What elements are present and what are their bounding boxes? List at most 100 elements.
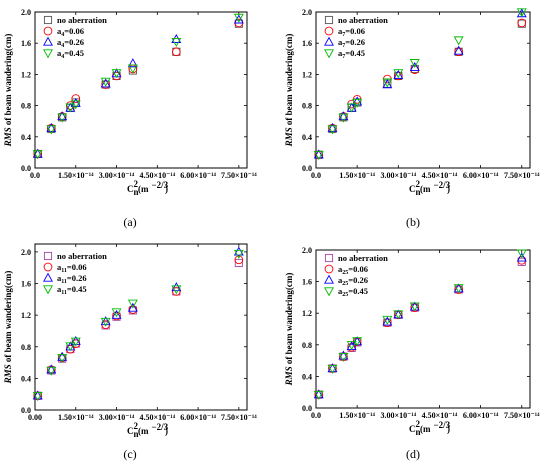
data-point [70, 337, 81, 347]
data-point [338, 353, 349, 362]
x-axis-label-sub: n [416, 187, 421, 197]
y-tick-label: 1.2 [21, 70, 31, 79]
x-axis-label: C 2n (m −2/3) [409, 179, 451, 197]
data-point [382, 79, 393, 89]
data-point [338, 111, 349, 121]
legend-label-base: a [338, 26, 343, 36]
legend-label-sub: 4 [61, 54, 64, 60]
x-tick-label: 6.00×10⁻¹⁴ [463, 411, 499, 420]
panel-caption: (c) [123, 447, 136, 461]
data-point [327, 125, 338, 135]
legend-label-base: a [57, 273, 62, 283]
x-tick-label: 0.0 [30, 171, 40, 180]
data-point [346, 103, 357, 113]
plot-frame [315, 249, 531, 409]
x-tick-label: 4.50×10⁻¹⁴ [140, 171, 176, 180]
x-tick-label: 0.0 [311, 171, 321, 180]
data-point [393, 71, 403, 81]
y-tick-label: 0.0 [21, 406, 31, 415]
y-tick-label: 1.6 [302, 278, 312, 287]
y-axis-label-text: of beam wandering(cm) [3, 271, 13, 365]
legend-label: a4=0.45 [57, 48, 84, 60]
data-point [111, 69, 122, 79]
legend-marker [43, 49, 53, 59]
data-point [234, 258, 243, 268]
x-tick-label: 3.00×10⁻¹⁴ [381, 171, 417, 180]
y-tick-label: 0.8 [302, 102, 312, 111]
y-tick-label: 1.2 [302, 70, 312, 79]
x-tick-label: 4.50×10⁻¹⁴ [422, 171, 458, 180]
legend-label-value: =0.45 [345, 48, 365, 58]
legend-label-value: =0.45 [348, 286, 368, 296]
y-axis-label-rms: RMS [3, 127, 13, 147]
data-point [32, 390, 43, 400]
legend-marker [324, 253, 334, 263]
panel-caption: (b) [406, 215, 420, 229]
data-point [409, 62, 420, 72]
y-tick-label: 0.0 [302, 164, 312, 173]
x-tick-label: 7.50×10⁻¹⁴ [504, 411, 540, 420]
data-point [454, 285, 464, 294]
x-tick-label: 7.50×10⁻¹⁴ [504, 171, 540, 180]
chart-panel-d: 0.0 1.50×10⁻¹⁴ 3.00×10⁻¹⁴ 4.50×10⁻¹⁴ 6.00×10… [284, 246, 540, 461]
y-tick-label: 0.8 [21, 102, 31, 111]
legend-label: no aberration [57, 251, 107, 261]
legend-label-value: =0.26 [345, 37, 365, 47]
legend-label: a11=0.45 [57, 284, 87, 296]
x-axis-label-unit: (m [420, 184, 431, 194]
data-point [70, 100, 81, 110]
legend-label-sub: 25 [342, 270, 348, 276]
data-point [454, 47, 464, 57]
data-point [127, 302, 138, 312]
x-axis-label-close: ) [165, 426, 168, 436]
data-point [128, 305, 138, 314]
legend-label: a7=0.45 [338, 48, 365, 60]
data-point [171, 285, 182, 295]
y-axis-label-rms: RMS [284, 366, 294, 386]
legend-label-base: a [57, 284, 62, 294]
data-point [71, 94, 81, 103]
data-point [234, 255, 244, 265]
plot-frame [34, 11, 248, 169]
chart-panel-c: 0.00 1.50×10⁻¹⁴ 3.00×10⁻¹⁴ 4.50×10⁻¹⁴ 6.00×1… [3, 243, 257, 461]
x-axis-label-unit-sup: −2/3 [434, 180, 451, 190]
data-point [338, 350, 349, 360]
y-tick-label: 2.0 [21, 8, 31, 17]
data-point [352, 96, 363, 106]
chart-panel-a: 0.0 1.50×10⁻¹⁴ 3.00×10⁻¹⁴ 4.50×10⁻¹⁴ 6.00×10… [3, 8, 257, 229]
legend-marker [43, 251, 53, 261]
x-axis-label-close: ) [447, 424, 450, 434]
data-point [127, 58, 138, 68]
data-point [338, 113, 349, 123]
legend-label: a11=0.26 [57, 273, 87, 285]
data-point [46, 366, 57, 376]
legend-label: a7=0.06 [338, 26, 365, 38]
data-point [382, 316, 393, 326]
data-point [352, 337, 363, 347]
data-point [65, 103, 76, 113]
series-3 [32, 249, 244, 402]
legend-label-sub: 25 [342, 281, 348, 287]
data-point [100, 77, 111, 87]
legend-label-value: =0.06 [64, 26, 84, 36]
x-axis-label-sub: n [134, 429, 139, 439]
legend-marker [43, 262, 53, 272]
data-point [516, 8, 527, 18]
data-point [57, 354, 68, 364]
x-axis-label-unit: (m [138, 426, 149, 436]
y-axis-label-rms: RMS [3, 364, 13, 384]
data-point [46, 125, 57, 135]
x-tick-label: 7.50×10⁻¹⁴ [221, 413, 257, 422]
data-point [327, 364, 338, 374]
legend-label-base: a [57, 262, 62, 272]
x-axis-label-sup: 2 [134, 421, 139, 431]
data-point [46, 364, 57, 374]
x-axis-label: C 2n (m −2/3) [127, 421, 169, 439]
legend-label-base: a [338, 264, 343, 274]
x-tick-label: 0.0 [311, 411, 321, 420]
data-point [127, 299, 138, 309]
data-point [327, 122, 338, 132]
legend-label-sub: 25 [342, 292, 348, 298]
data-point [313, 390, 324, 400]
y-axis-label: RMS of beam wandering(cm) [284, 34, 294, 148]
